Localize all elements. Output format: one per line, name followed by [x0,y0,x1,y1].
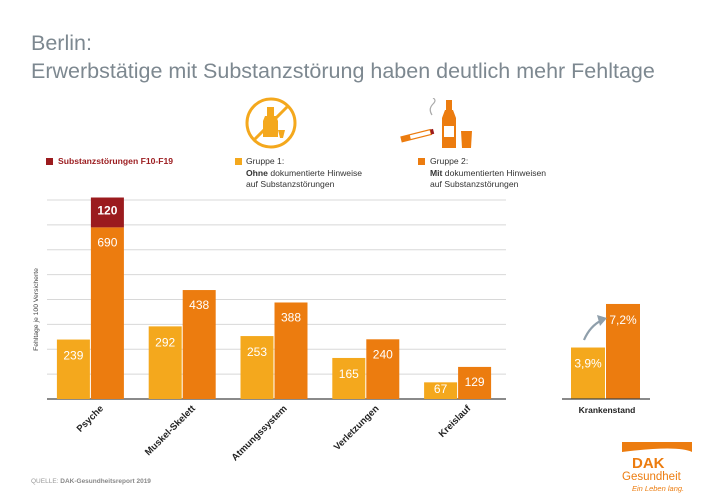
bar-group1-Muskel-Skelett [148,326,182,399]
logo-name: Gesundheit [622,471,682,483]
category-label: Verletzungen [332,403,382,453]
bar-group1-Psyche [56,339,90,399]
legend-group1-line1: Gruppe 1: [246,156,285,166]
bar-substance-Psyche [90,197,124,228]
data-label-group1: 239 [63,349,83,363]
dak-logo: DAK Gesundheit Ein Leben lang. [622,442,692,493]
chart-title-line2: Erwerbstätige mit Substanzstörung haben … [31,59,655,83]
data-label-group2: 388 [281,310,301,324]
category-label: Kreislauf [437,403,474,440]
bar-group2-Psyche [90,227,124,399]
legend-label-group1: Gruppe 1: Ohne dokumentierte Hinweise au… [246,156,362,191]
cigarette-alcohol-icon [400,98,472,148]
legend-swatch-group2 [418,158,425,165]
legend-label-group2: Gruppe 2: Mit dokumentierten Hinweisen a… [430,156,546,191]
bar-krankenstand-group2 [606,303,640,399]
data-label-krankenstand-group1: 3,9% [574,357,602,371]
data-label-group1: 165 [339,367,359,381]
legend-swatch-group1 [235,158,242,165]
bar-group1-Kreislauf [424,382,458,399]
data-label-krankenstand-group2: 7,2% [609,313,637,327]
bar-group1-Verletzungen [332,357,366,399]
source-name: DAK-Gesundheitsreport 2019 [60,478,151,485]
bar-group2-Atmungssystem [274,302,308,399]
data-label-group2: 129 [465,375,485,389]
legend-group1-rest: dokumentierte Hinweise [267,167,363,178]
data-label-substance: 120 [97,204,117,218]
source-prefix: QUELLE: [31,478,61,485]
legend-group2-line3: auf Substanzstörungen [430,179,519,189]
category-label: Atmungssystem [230,403,290,463]
no-alcohol-icon [245,97,297,149]
legend-swatch-substance [46,158,53,165]
chart-title-line1: Berlin: [31,31,92,55]
legend-group2-rest: dokumentierten Hinweisen [442,167,547,178]
bar-krankenstand-group1 [571,347,605,399]
legend-label-substance: Substanzstörungen F10-F19 [58,156,173,168]
data-label-group2: 240 [373,347,393,361]
legend-substance-text: Substanzstörungen F10-F19 [58,156,174,166]
legend-group2-line1: Gruppe 2: [430,156,469,166]
data-label-group1: 292 [155,335,175,349]
data-label-group2: 438 [189,298,209,312]
legend-group1-line3: auf Substanzstörungen [246,179,335,189]
bar-group2-Kreislauf [458,366,492,399]
logo-slogan: Ein Leben lang. [632,484,684,493]
y-axis-label: Fehltage je 100 Versicherte [33,268,40,351]
source-note: QUELLE: DAK-Gesundheitsreport 2019 [31,478,151,485]
data-label-group1: 67 [434,382,448,396]
bar-group2-Muskel-Skelett [182,290,216,399]
legend-group2-line2: Mit dokumentierten Hinweisen [430,168,546,180]
data-label-group1: 253 [247,345,267,359]
data-label-group2: 690 [97,235,117,249]
legend-group1-bold: Ohne [246,167,268,178]
legend-group2-bold: Mit [430,167,443,178]
bar-group1-Atmungssystem [240,336,274,399]
category-label: Muskel-Skelett [143,403,198,458]
legend-group1-line2: Ohne dokumentierte Hinweise [246,168,362,180]
category-label-krankenstand: Krankenstand [579,405,636,415]
bar-group2-Verletzungen [366,339,400,399]
logo-brand: DAK [632,455,665,472]
trend-arrow-head-icon [597,315,607,326]
category-label: Psyche [75,403,106,434]
